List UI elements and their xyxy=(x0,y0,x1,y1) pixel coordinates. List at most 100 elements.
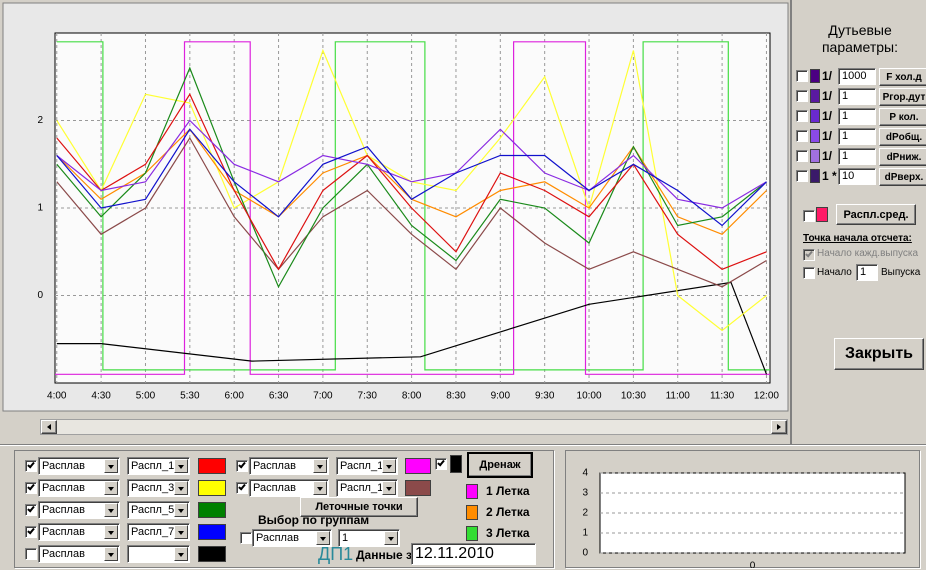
series-line xyxy=(55,41,770,375)
main-chart: 4:00 4:30 5:00 5:30 6:00 6:30 7:00 7:30 8:00 8:30… xyxy=(2,2,789,412)
param-button[interactable]: F хол.д xyxy=(879,68,926,86)
select-arrow xyxy=(384,531,398,545)
arrow xyxy=(178,509,184,513)
select-arrow xyxy=(313,481,327,495)
operator: 1/ xyxy=(822,89,833,103)
checkbox[interactable] xyxy=(803,249,815,261)
select-text: Распл_13 xyxy=(340,482,390,494)
select[interactable]: Расплав xyxy=(38,523,120,541)
x-tick-label: 9:00 xyxy=(491,391,511,402)
param-button[interactable]: dPобщ. xyxy=(879,128,926,146)
select-text: Распл_5 xyxy=(131,504,175,516)
each-release: Начало кажд.выпуска xyxy=(817,248,919,259)
checkbox[interactable] xyxy=(803,210,815,222)
select-arrow xyxy=(382,481,396,495)
select[interactable]: Расплав xyxy=(249,457,329,475)
select[interactable]: Расплав xyxy=(38,479,120,497)
select[interactable]: Расплав xyxy=(249,479,329,497)
tap-points-button[interactable]: Леточные точки xyxy=(300,497,418,517)
group-label: Выбор по группам xyxy=(258,513,370,527)
checkbox[interactable] xyxy=(236,460,248,472)
checkbox[interactable] xyxy=(796,110,808,122)
x-tick-label: 5:00 xyxy=(136,391,156,402)
x-tick-label: 7:30 xyxy=(358,391,378,402)
param-button[interactable]: P кол. xyxy=(879,108,926,126)
checkbox[interactable] xyxy=(796,90,808,102)
select[interactable]: Распл_13 xyxy=(336,479,398,497)
drain-button[interactable]: Дренаж xyxy=(467,452,533,478)
select-arrow xyxy=(104,547,118,561)
select[interactable]: 1 xyxy=(338,529,400,547)
series-line xyxy=(56,119,767,209)
factor-input[interactable]: 10 xyxy=(838,168,876,185)
checkbox[interactable] xyxy=(796,130,808,142)
select[interactable] xyxy=(127,545,190,563)
y-tick-label: 1 xyxy=(37,203,43,214)
factor-input[interactable]: 1 xyxy=(838,128,876,145)
factor-input[interactable]: 1 xyxy=(838,88,876,105)
y-tick-label: 3 xyxy=(582,488,588,499)
factor-input[interactable]: 1 xyxy=(838,108,876,125)
select[interactable]: Расплав xyxy=(38,457,120,475)
select-text: Расплав xyxy=(253,460,296,472)
param-button[interactable]: dPниж. xyxy=(879,148,926,166)
checkbox[interactable] xyxy=(25,548,37,560)
scroll-right[interactable] xyxy=(771,420,787,434)
checkbox[interactable] xyxy=(803,267,815,279)
select-text: Распл_3 xyxy=(131,482,175,494)
series-line xyxy=(56,128,767,227)
series-line xyxy=(56,136,767,288)
x-tick-label: 4:00 xyxy=(47,391,67,402)
color-swatch xyxy=(810,169,820,183)
x-tick-label: 0 xyxy=(750,561,756,568)
color-swatch xyxy=(810,89,820,103)
start-input[interactable]: 1 xyxy=(856,264,878,281)
avg-button[interactable]: Распл.сред. xyxy=(836,204,916,225)
y-tick-label: 2 xyxy=(37,115,43,126)
checkbox[interactable] xyxy=(435,458,447,470)
checkbox[interactable] xyxy=(25,482,37,494)
checkbox[interactable] xyxy=(796,150,808,162)
checkbox[interactable] xyxy=(25,460,37,472)
color-swatch xyxy=(198,546,226,562)
close-button[interactable]: Закрыть xyxy=(834,338,924,370)
x-tick-label: 4:30 xyxy=(91,391,111,402)
select-arrow xyxy=(104,481,118,495)
date-field[interactable]: 12.11.2010 xyxy=(411,543,536,565)
param-button[interactable]: dPверх. xyxy=(879,168,926,186)
y-tick-label: 0 xyxy=(582,548,588,559)
select[interactable]: Распл_3 xyxy=(127,479,190,497)
select[interactable]: Распл_1 xyxy=(127,457,190,475)
select[interactable]: Распл_7 xyxy=(127,523,190,541)
checkbox[interactable] xyxy=(796,70,808,82)
checkbox[interactable] xyxy=(796,170,808,182)
select[interactable]: Расплав xyxy=(38,501,120,519)
y-tick-label: 1 xyxy=(582,528,588,539)
x-tick-label: 8:30 xyxy=(446,391,466,402)
param-button[interactable]: Pгор.дут xyxy=(879,88,926,106)
factor-input[interactable]: 1 xyxy=(838,148,876,165)
checkbox[interactable] xyxy=(25,504,37,516)
check-mark xyxy=(437,458,445,467)
select[interactable]: Распл_5 xyxy=(127,501,190,519)
select[interactable]: Расплав xyxy=(252,529,332,547)
select[interactable]: Распл_11 xyxy=(336,457,398,475)
arrow xyxy=(317,487,323,491)
select[interactable]: Расплав xyxy=(38,545,120,563)
series-line xyxy=(56,93,767,271)
checkbox[interactable] xyxy=(236,482,248,494)
checkbox[interactable] xyxy=(25,526,37,538)
arrow xyxy=(108,509,114,513)
scroll-left[interactable] xyxy=(41,420,57,434)
select-arrow xyxy=(174,525,188,539)
operator: 1 * xyxy=(822,169,837,183)
checkbox[interactable] xyxy=(240,532,252,544)
scrollbar[interactable] xyxy=(40,419,788,435)
color-swatch xyxy=(810,129,820,143)
x-tick-label: 10:00 xyxy=(577,391,602,402)
select-text: 1 xyxy=(342,532,349,544)
factor-input[interactable]: 1000 xyxy=(838,68,876,85)
check-mark xyxy=(805,249,813,258)
select-text: Расплав xyxy=(256,532,299,544)
